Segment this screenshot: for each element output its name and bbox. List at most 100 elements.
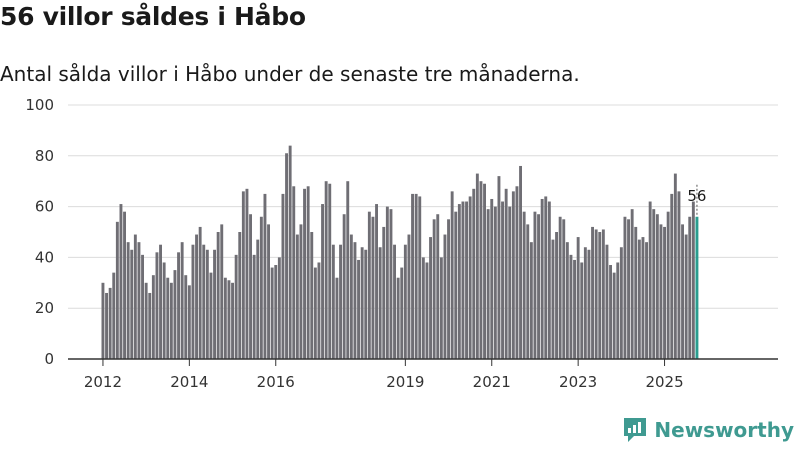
bar [187, 285, 191, 359]
chart-title: 56 villor såldes i Håbo [0, 2, 306, 31]
bar [385, 206, 389, 359]
bar [245, 188, 249, 359]
bar [497, 176, 501, 359]
bar [321, 204, 324, 359]
bar [184, 275, 188, 359]
bar [270, 267, 274, 359]
bar [216, 232, 220, 359]
bar [504, 188, 508, 359]
bar [335, 277, 339, 359]
bar [378, 247, 382, 359]
bar [159, 244, 162, 359]
bar [263, 193, 267, 359]
bar [547, 201, 551, 359]
bar [382, 226, 386, 359]
bar [144, 282, 148, 359]
bar [220, 224, 224, 359]
bar [472, 188, 476, 359]
bar [691, 201, 695, 359]
bar [223, 277, 227, 359]
bar [447, 219, 450, 359]
bar [256, 239, 260, 359]
bar [285, 153, 288, 359]
bar [601, 229, 605, 359]
bar [673, 173, 677, 359]
bar [641, 237, 645, 359]
bar [414, 193, 418, 359]
bar [375, 204, 378, 359]
bar [436, 214, 440, 359]
y-tick-label: 0 [44, 350, 54, 368]
newsworthy-logo-text: Newsworthy [654, 418, 794, 442]
bar [648, 201, 652, 359]
bar [141, 254, 144, 359]
bar [173, 270, 177, 359]
bar [126, 242, 130, 359]
bar [324, 181, 328, 359]
bar [393, 244, 396, 359]
bar [277, 257, 281, 359]
bar [339, 244, 342, 359]
bar [389, 209, 393, 359]
bar [123, 211, 126, 359]
bar [540, 198, 544, 359]
bar [407, 234, 411, 359]
bar [555, 232, 558, 359]
bar [195, 234, 198, 359]
bar [313, 267, 317, 359]
bar [249, 214, 252, 359]
bar [202, 244, 206, 359]
bar [681, 224, 684, 359]
bar [177, 252, 180, 359]
bar [483, 183, 486, 359]
bar [418, 196, 422, 359]
bar [565, 242, 569, 359]
x-tick-label: 2025 [645, 373, 683, 391]
bar [637, 239, 641, 359]
bar [612, 272, 616, 359]
bar [677, 191, 681, 359]
bar [137, 242, 141, 359]
bar [594, 229, 598, 359]
bar [630, 209, 634, 359]
bar [666, 211, 670, 359]
bar [342, 214, 346, 359]
bar [522, 211, 526, 359]
bar [191, 244, 195, 359]
bar [501, 201, 504, 359]
bar [227, 280, 231, 359]
bar [360, 247, 364, 359]
bar [295, 234, 299, 359]
bar [331, 244, 335, 359]
bar [580, 262, 584, 359]
bar [317, 262, 321, 359]
bar [439, 257, 443, 359]
bar [511, 191, 515, 359]
bar [400, 267, 404, 359]
bar [558, 216, 562, 359]
y-tick-label: 100 [25, 96, 54, 114]
bar [663, 226, 666, 359]
bar [151, 275, 155, 359]
bar [105, 292, 108, 359]
bar [461, 201, 465, 359]
bar [587, 249, 591, 359]
bar [267, 224, 270, 359]
bar [364, 249, 368, 359]
bar [349, 234, 353, 359]
bar [259, 216, 263, 359]
bar [450, 191, 454, 359]
bar [198, 226, 202, 359]
bar [544, 196, 548, 359]
y-tick-label: 40 [35, 248, 54, 266]
bar [508, 206, 512, 359]
bar [537, 214, 540, 359]
bar [353, 242, 357, 359]
bar [205, 249, 209, 359]
latest-value-label: 56 [687, 187, 706, 205]
bar [231, 282, 234, 359]
bar [421, 257, 425, 359]
bar [432, 219, 436, 359]
x-tick-label: 2014 [170, 373, 208, 391]
bar [112, 272, 116, 359]
